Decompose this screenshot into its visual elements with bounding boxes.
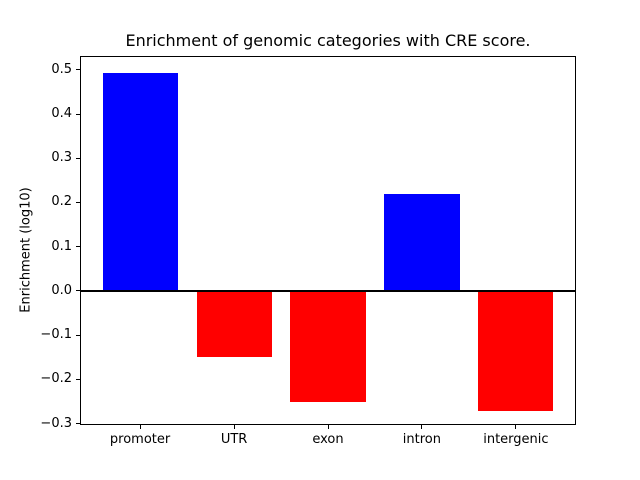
y-tick-mark xyxy=(76,290,80,292)
y-tick-mark xyxy=(76,69,80,71)
y-tick-label: −0.2 xyxy=(40,371,72,387)
y-tick-mark xyxy=(76,378,80,380)
y-tick-mark xyxy=(76,334,80,336)
y-tick-mark xyxy=(76,113,80,115)
y-tick-label: 0.3 xyxy=(51,150,72,166)
bar-exon xyxy=(290,290,366,402)
y-tick-label: 0.2 xyxy=(51,194,72,210)
y-tick-label: −0.3 xyxy=(40,415,72,431)
y-tick-label: 0.5 xyxy=(51,61,72,77)
x-tick-mark xyxy=(515,425,517,429)
bar-promoter xyxy=(102,73,178,291)
x-tick-mark xyxy=(421,425,423,429)
x-tick-mark xyxy=(233,425,235,429)
y-tick-label: 0.0 xyxy=(51,282,72,298)
bar-intergenic xyxy=(478,290,554,411)
y-tick-label: 0.1 xyxy=(51,238,72,254)
x-tick-label: intron xyxy=(402,432,441,447)
chart-title: Enrichment of genomic categories with CR… xyxy=(125,31,531,50)
bar-UTR xyxy=(196,290,272,358)
y-tick-mark xyxy=(76,157,80,159)
y-tick-mark xyxy=(76,423,80,425)
y-tick-mark xyxy=(76,201,80,203)
x-tick-label: UTR xyxy=(220,432,248,447)
x-tick-mark xyxy=(139,425,141,429)
y-tick-label: −0.1 xyxy=(40,327,72,343)
y-tick-label: 0.4 xyxy=(51,106,72,121)
bar-intron xyxy=(384,194,460,291)
zero-line xyxy=(80,289,576,292)
x-tick-label: intergenic xyxy=(483,432,549,447)
x-tick-label: exon xyxy=(312,432,344,447)
x-tick-mark xyxy=(327,425,329,429)
x-tick-label: promoter xyxy=(109,432,171,447)
y-tick-mark xyxy=(76,246,80,248)
